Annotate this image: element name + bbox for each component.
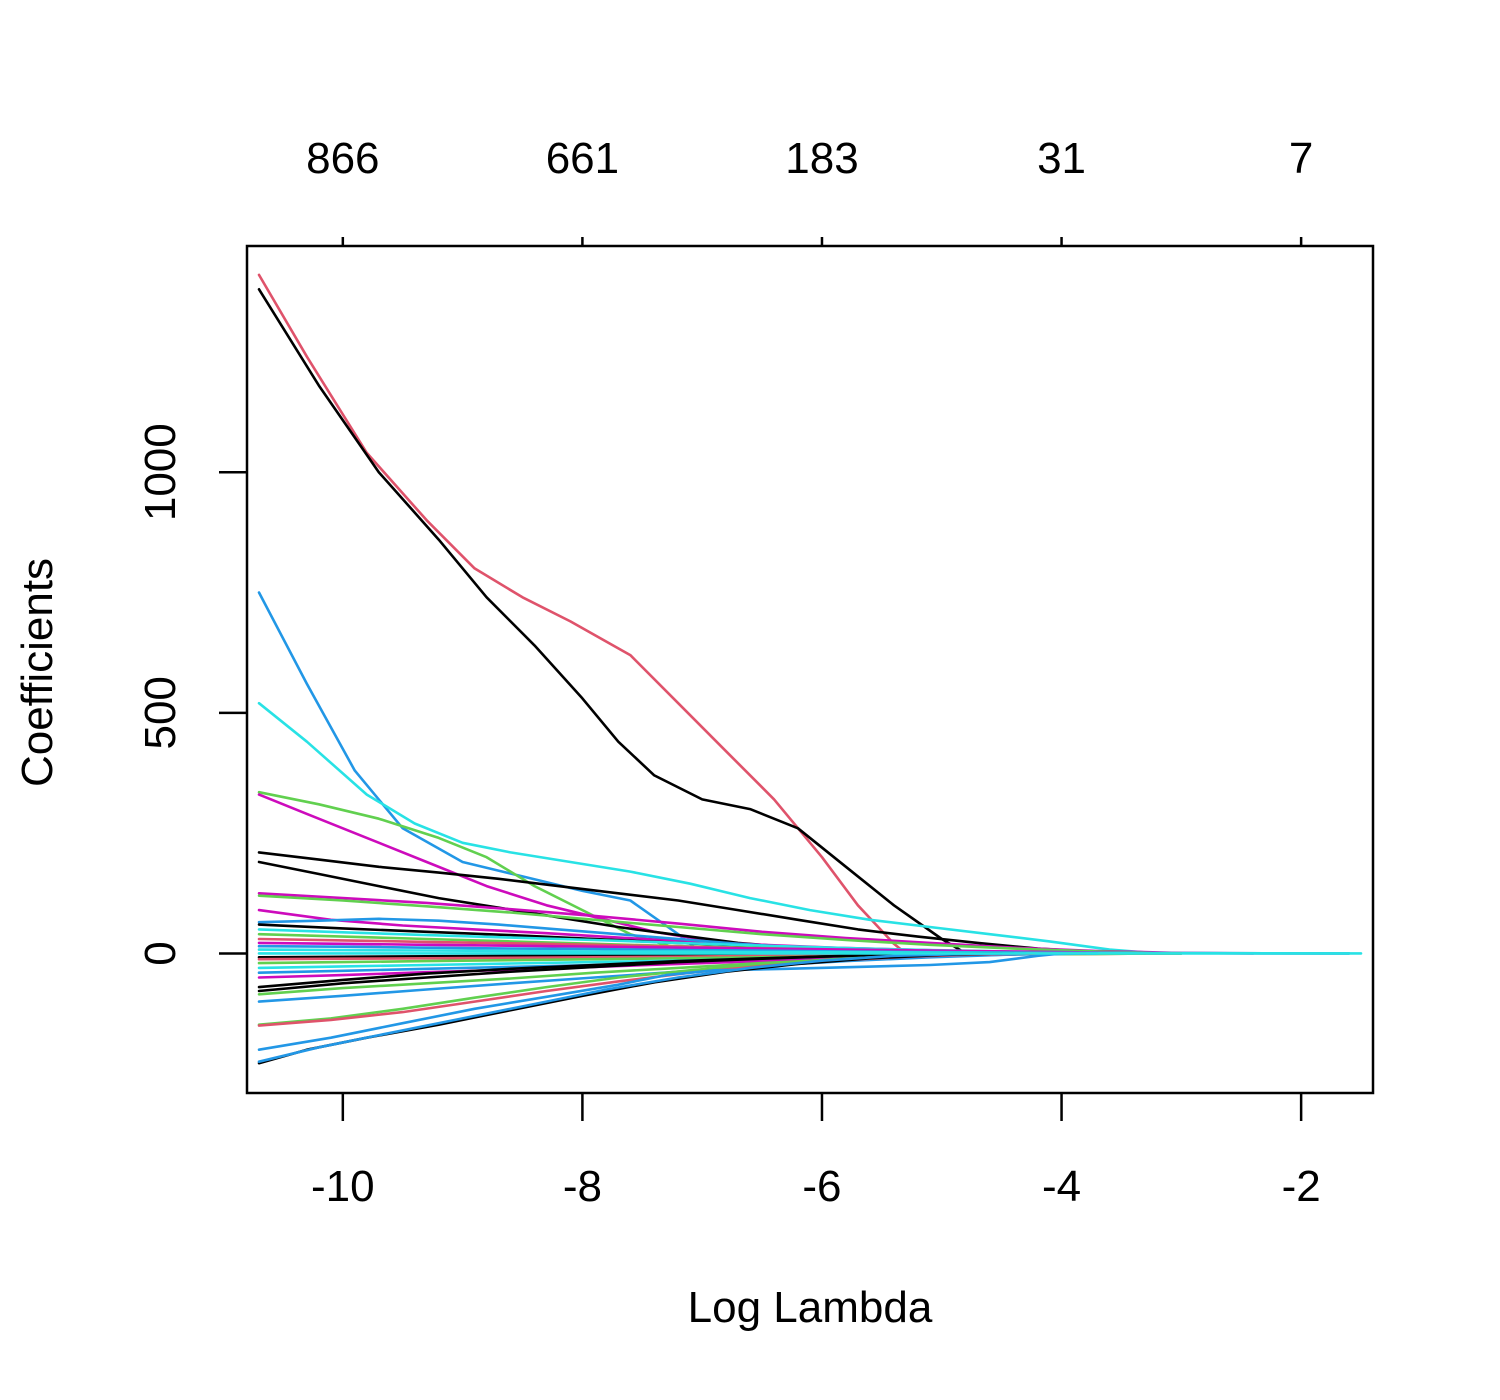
y-tick-label: 1000 (136, 423, 185, 521)
x-tick-label: -8 (563, 1162, 602, 1211)
top-axis: 866 661 183 31 7 (306, 134, 1313, 246)
top-tick-label: 866 (306, 134, 379, 183)
x-tick-label: -6 (802, 1162, 841, 1211)
x-axis-title: Log Lambda (688, 1283, 933, 1332)
coefficient-path-1 (257, 273, 908, 955)
coefficient-path-4 (257, 701, 1159, 955)
x-axis: -10 -8 -6 -4 -2 (311, 1093, 1321, 1211)
y-tick-label: 500 (136, 676, 185, 749)
x-tick-label: -4 (1042, 1162, 1081, 1211)
y-axis-title: Coefficients (13, 558, 62, 787)
coefficient-path-10 (257, 894, 1183, 955)
plot-frame (245, 244, 1375, 1095)
top-tick-label: 661 (546, 134, 619, 183)
coefficient-path-3 (257, 591, 704, 955)
x-tick-label: -2 (1282, 1162, 1321, 1211)
x-tick-label: -10 (311, 1162, 375, 1211)
y-tick-label: 0 (136, 941, 185, 965)
coefficient-path-34 (257, 952, 1027, 1063)
coefficient-paths (257, 273, 1363, 1065)
coefficient-path-32 (257, 952, 1063, 1051)
coefficient-path-7 (257, 851, 1147, 955)
y-axis: 0 500 1000 (136, 423, 247, 966)
coefficient-path-2 (257, 288, 967, 955)
top-tick-label: 31 (1037, 134, 1086, 183)
top-tick-label: 7 (1289, 134, 1313, 183)
top-tick-label: 183 (785, 134, 858, 183)
